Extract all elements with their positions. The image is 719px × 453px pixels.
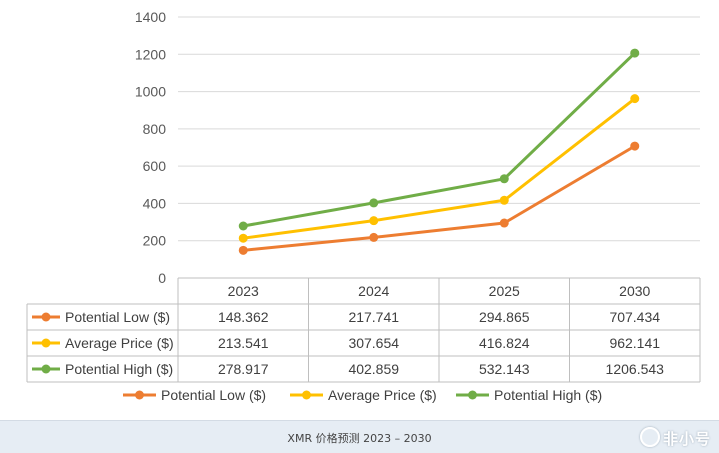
x-tick-label: 2030 [619,283,650,299]
data-point [630,48,640,58]
data-point [238,233,248,243]
legend-marker [302,390,311,400]
table-series-name: Potential High ($) [65,361,173,377]
table-cell: 294.865 [479,309,530,325]
data-point [499,195,509,205]
table-cell: 213.541 [218,335,269,351]
data-point [369,232,379,242]
y-tick-label: 0 [158,270,166,286]
table-cell: 416.824 [479,335,530,351]
legend: Potential Low ($) Average Price ($) Potent… [123,387,602,403]
table-cell: 307.654 [348,335,399,351]
gridlines [178,16,700,242]
caption-bar: XMR 价格预测 2023 – 2030 非小号 [0,420,719,453]
data-point [499,218,509,228]
data-point [238,221,248,231]
table-series-name: Average Price ($) [65,335,174,351]
x-tick-label: 2024 [358,283,389,299]
table-cell: 962.141 [609,335,660,351]
data-point [499,174,509,184]
x-tick-label: 2025 [489,283,520,299]
series-lines [238,48,640,255]
watermark-text: 非小号 [662,430,711,448]
x-tick-label: 2023 [228,283,259,299]
data-point [369,198,379,208]
coin-logo-icon [639,427,660,447]
table-series-name: Potential Low ($) [65,309,170,325]
y-tick-label: 1000 [135,84,166,100]
table-cell: 1206.543 [606,361,665,377]
table-cell: 532.143 [479,361,530,377]
series-line [243,144,636,252]
table-cell: 148.362 [218,309,269,325]
chart-caption: XMR 价格预测 2023 – 2030 [287,432,432,445]
legend-label: Average Price ($) [328,387,437,403]
y-axis-ticks: 0 200 400 600 800 1000 1200 1400 [135,9,166,286]
table-legend-marker [41,312,51,322]
data-point [369,216,379,226]
y-tick-label: 400 [143,195,167,211]
table-legend-marker [41,364,51,374]
watermark: 非小号 [639,427,711,449]
legend-marker [468,390,477,400]
y-tick-label: 600 [143,158,167,174]
table-cell: 707.434 [609,309,660,325]
series-line [243,97,636,240]
table-legend-marker [41,338,51,348]
y-tick-label: 1400 [135,9,166,25]
table-cell: 278.917 [218,361,269,377]
data-point [630,141,640,151]
y-tick-label: 200 [143,233,167,249]
data-table: 2023 2024 2025 2030 Potential Low ($) 148.362… [26,277,701,383]
legend-label: Potential High ($) [494,387,602,403]
table-cell: 402.859 [348,361,399,377]
table-cell: 217.741 [348,309,399,325]
data-point [630,94,640,104]
legend-label: Potential Low ($) [161,387,266,403]
y-tick-label: 800 [143,121,167,137]
data-point [238,245,248,255]
series-line [242,51,636,228]
legend-marker [135,390,144,400]
y-tick-label: 1200 [135,46,166,62]
